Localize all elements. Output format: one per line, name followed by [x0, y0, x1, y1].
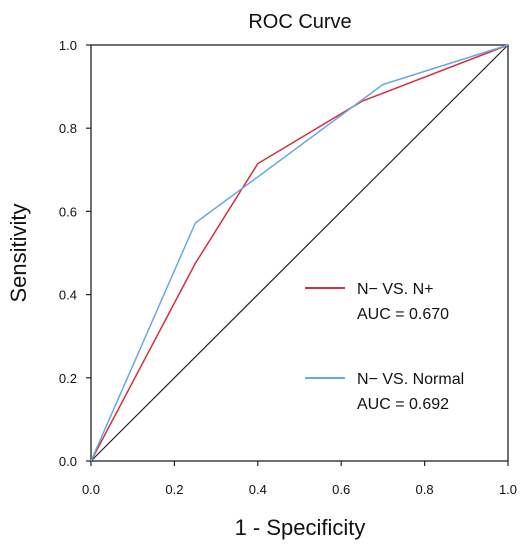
- reference-diagonal-line: [90, 44, 509, 462]
- plot-frame: [90, 44, 509, 462]
- x-axis-ticks: 0.0 0.2 0.4 0.6 0.8 1.0: [82, 461, 517, 497]
- reference-line-layer: [90, 44, 509, 462]
- y-tick-label: 0.6: [59, 204, 77, 219]
- chart-title: ROC Curve: [248, 11, 351, 33]
- roc-line-series-1: [90, 44, 509, 462]
- legend-item-series-1: N− VS. N+ AUC = 0.670: [305, 281, 449, 323]
- legend-auc-series-1: AUC = 0.670: [357, 306, 449, 323]
- series-layer: [90, 44, 509, 462]
- y-tick-label: 0.0: [59, 454, 77, 469]
- x-tick-label: 0.8: [416, 482, 434, 497]
- plot-area: 0.0 0.2 0.4 0.6 0.8 1.0 0.0 0.2 0.4 0.6 0.8 1.0: [59, 38, 517, 497]
- x-tick-label: 0.4: [249, 482, 267, 497]
- legend-item-series-2: N− VS. Normal AUC = 0.692: [305, 371, 464, 413]
- y-tick-label: 1.0: [59, 38, 77, 53]
- x-tick-label: 0.6: [332, 482, 350, 497]
- x-tick-label: 0.2: [165, 482, 183, 497]
- y-tick-label: 0.2: [59, 371, 77, 386]
- x-tick-label: 0.0: [82, 482, 100, 497]
- y-axis-label: Sensitivity: [6, 203, 31, 302]
- y-tick-label: 0.4: [59, 288, 77, 303]
- legend-label-series-1: N− VS. N+: [357, 281, 433, 298]
- roc-line-series-2: [90, 44, 509, 462]
- y-tick-label: 0.8: [59, 121, 77, 136]
- legend-auc-series-2: AUC = 0.692: [357, 396, 449, 413]
- x-axis-label: 1 - Specificity: [235, 515, 366, 540]
- x-tick-label: 1.0: [499, 482, 517, 497]
- y-axis-ticks: 0.0 0.2 0.4 0.6 0.8 1.0: [59, 38, 91, 469]
- legend: N− VS. N+ AUC = 0.670 N− VS. Normal AUC …: [305, 281, 464, 413]
- legend-label-series-2: N− VS. Normal: [357, 371, 464, 388]
